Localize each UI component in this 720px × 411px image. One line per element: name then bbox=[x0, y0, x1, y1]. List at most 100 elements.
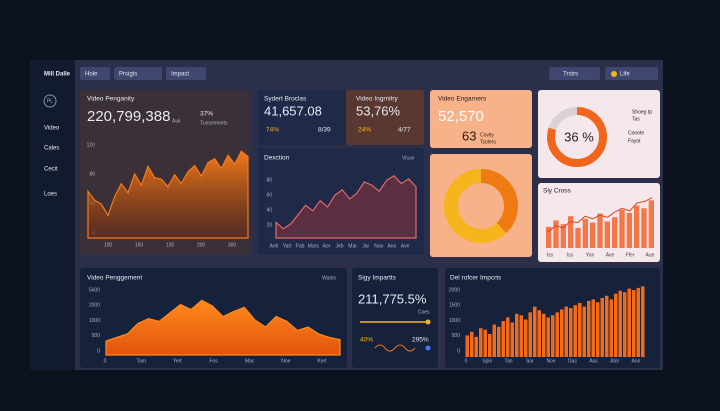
bar bbox=[510, 322, 514, 357]
panel-tag: Wates bbox=[322, 275, 336, 281]
x-tick-label: Fos bbox=[209, 358, 218, 364]
kpi-note: 4/77 bbox=[398, 127, 411, 134]
sidebar bbox=[30, 60, 75, 370]
kpi-note: Covity bbox=[480, 132, 494, 138]
kpi: 53,76% bbox=[356, 103, 401, 118]
bar bbox=[648, 200, 654, 248]
y-tick-label: 5600 bbox=[89, 287, 100, 293]
area bbox=[275, 175, 417, 239]
x-tick-label: 0 bbox=[465, 358, 468, 364]
x-tick-label: Jeb bbox=[335, 243, 343, 249]
bar bbox=[623, 292, 627, 357]
bar bbox=[614, 293, 618, 357]
bar bbox=[590, 222, 596, 248]
panel bbox=[258, 90, 346, 145]
panel-title: Del rofcer Impcrts bbox=[450, 275, 502, 282]
panel-title: Siy Cross bbox=[543, 188, 572, 195]
bar bbox=[582, 306, 586, 357]
kpi-note: Coes bbox=[418, 309, 430, 315]
y-tick-label: 20 bbox=[266, 222, 272, 228]
bar bbox=[619, 209, 625, 248]
bar bbox=[597, 213, 603, 248]
filter-btn[interactable] bbox=[80, 67, 110, 80]
filter-label: Life bbox=[620, 72, 630, 78]
wave bbox=[374, 344, 416, 352]
bar bbox=[632, 290, 636, 357]
y-tick-label: 40 bbox=[266, 207, 272, 213]
slider-knob[interactable] bbox=[425, 319, 431, 325]
bar bbox=[575, 227, 581, 248]
donut-segment bbox=[547, 107, 607, 167]
bar bbox=[465, 335, 469, 357]
x-tick-label: Ffer bbox=[626, 252, 635, 258]
x-tick-label: Fab bbox=[296, 243, 305, 249]
bar bbox=[474, 336, 478, 357]
x-tick-label: Aor bbox=[323, 243, 331, 249]
x-tick-label: Nov bbox=[547, 358, 556, 364]
slider-knob[interactable] bbox=[425, 345, 431, 351]
x-tick-label: 300 bbox=[228, 242, 237, 248]
bar bbox=[618, 290, 622, 357]
bar bbox=[627, 288, 631, 357]
legend: Shoeg tp bbox=[632, 109, 652, 115]
y-tick-label: 500 bbox=[452, 333, 461, 339]
y-tick-label: 60 bbox=[266, 192, 272, 198]
bar bbox=[605, 295, 609, 357]
nav-item[interactable]: Video bbox=[44, 126, 60, 132]
bar bbox=[479, 328, 483, 357]
nav-item[interactable]: Cales bbox=[44, 146, 59, 152]
bar bbox=[551, 315, 555, 357]
nav-item[interactable]: Cecit bbox=[44, 167, 58, 173]
bar bbox=[546, 226, 552, 248]
bar bbox=[582, 218, 588, 248]
filter-btn[interactable] bbox=[549, 67, 600, 80]
bar bbox=[492, 324, 496, 357]
bar bbox=[553, 220, 559, 248]
filter-btn[interactable] bbox=[605, 67, 658, 80]
status-dot bbox=[611, 71, 617, 77]
filter-btn[interactable] bbox=[166, 67, 206, 80]
y-tick-label: 1000 bbox=[89, 318, 100, 324]
bar bbox=[569, 308, 573, 357]
bar bbox=[626, 213, 632, 248]
bar bbox=[596, 302, 600, 357]
kpi-pct: 74% bbox=[266, 127, 279, 134]
x-tick-label: Mac bbox=[245, 358, 255, 364]
area bbox=[105, 299, 341, 356]
nav-item[interactable]: Loes bbox=[44, 192, 57, 198]
bar bbox=[528, 312, 532, 357]
donut-segment bbox=[444, 169, 518, 243]
bar bbox=[568, 216, 574, 248]
bar bbox=[641, 208, 647, 248]
filter-btn[interactable] bbox=[114, 67, 162, 80]
x-tick-label: Aos bbox=[589, 358, 598, 364]
x-tick-label: Sor bbox=[526, 358, 534, 364]
kpi-left: 40% bbox=[360, 337, 373, 344]
y-tick-label: 0 bbox=[97, 348, 100, 354]
legend: Tas bbox=[632, 116, 640, 122]
y-tick-label: 1500 bbox=[449, 303, 460, 309]
bar bbox=[560, 224, 566, 248]
bar bbox=[578, 303, 582, 357]
x-tick-label: Aeb bbox=[270, 243, 279, 249]
avatar-ring bbox=[43, 94, 57, 108]
kpi-note: Tunsements bbox=[200, 120, 228, 126]
x-tick-label: Tam bbox=[136, 358, 145, 364]
x-tick-label: Jar bbox=[362, 243, 369, 249]
x-tick-label: 150 bbox=[135, 242, 144, 248]
x-tick-label: Kert bbox=[317, 358, 327, 364]
panel-title: Video Engarners bbox=[438, 96, 487, 103]
bar bbox=[501, 321, 505, 357]
x-tick-label: Yon bbox=[586, 252, 595, 258]
x-tick-label: Ann bbox=[632, 358, 641, 364]
kpi-unit: Auk bbox=[172, 118, 181, 124]
kpi: 211,775.5% bbox=[358, 291, 427, 306]
kpi-note: 8/39 bbox=[318, 127, 331, 134]
panel bbox=[352, 268, 438, 368]
bar bbox=[470, 331, 474, 357]
y-tick-label: 2000 bbox=[449, 287, 460, 293]
bar bbox=[506, 317, 510, 357]
x-tick-label: Ano bbox=[387, 243, 396, 249]
bar bbox=[515, 313, 519, 357]
x-tick-label: Noe bbox=[281, 358, 290, 364]
